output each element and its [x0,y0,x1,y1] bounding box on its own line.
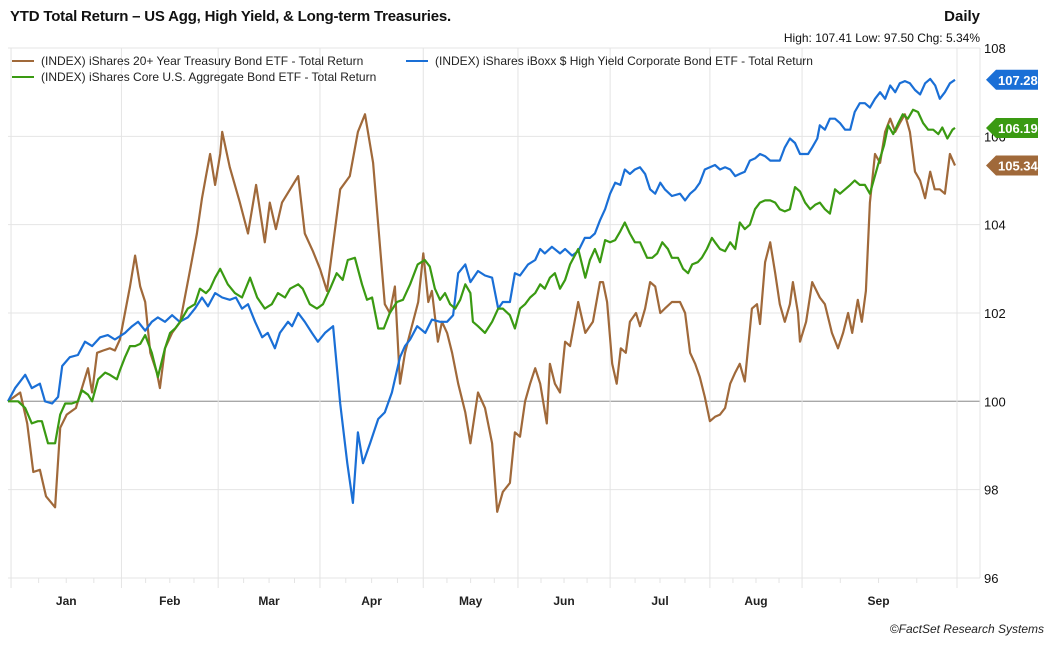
tag-shape [986,155,1038,176]
series-line-treasury [7,113,957,513]
tag-value: 107.28 [998,73,1038,88]
legend-label-aggregate: (INDEX) iShares Core U.S. Aggregate Bond… [41,70,377,84]
legend-item-aggregate[interactable]: (INDEX) iShares Core U.S. Aggregate Bond… [12,70,376,84]
legend-label-treasury: (INDEX) iShares 20+ Year Treasury Bond E… [41,54,364,68]
series-line-high-yield [7,77,956,504]
stats-readout: High: 107.41 Low: 97.50 Chg: 5.34% [783,31,980,45]
frequency-label: Daily [944,8,980,25]
legend-swatch-aggregate [12,76,34,78]
tag-value: 106.19 [998,121,1038,136]
legend-swatch-high-yield [406,60,428,62]
x-tick-label-aug: Aug [744,594,767,608]
y-tick-label: 108 [984,41,1006,56]
legend-item-treasury[interactable]: (INDEX) iShares 20+ Year Treasury Bond E… [12,54,363,68]
x-tick-label-sep: Sep [868,594,890,608]
legend-label-high-yield: (INDEX) iShares iBoxx $ High Yield Corpo… [435,54,813,68]
tag-shape [986,69,1038,90]
x-tick-label-mar: Mar [258,594,280,608]
last-value-tags: 105.34 107.28 106.19 [986,69,1039,176]
chart-title: YTD Total Return – US Agg, High Yield, &… [10,8,451,25]
x-tick-label-may: May [459,594,483,608]
x-tick-label-jan: Jan [56,594,77,608]
series-lines [7,77,957,513]
y-tick-label: 104 [984,218,1006,233]
series-line-aggregate [8,108,956,445]
last-value-tag-aggregate: 106.19 [986,117,1038,138]
x-tick-label-jul: Jul [651,594,668,608]
legend-item-high-yield[interactable]: (INDEX) iShares iBoxx $ High Yield Corpo… [406,54,813,68]
last-value-tag-high-yield: 107.28 [986,69,1038,90]
y-tick-label: 96 [984,571,998,586]
copyright: ©FactSet Research Systems [889,622,1044,636]
y-tick-label: 98 [984,483,998,498]
y-tick-label: 102 [984,306,1006,321]
last-value-tag-treasury: 105.34 [986,155,1039,176]
tag-shape [986,117,1038,138]
x-tick-label-feb: Feb [159,594,180,608]
gridlines [8,47,981,588]
tag-value: 105.34 [998,158,1039,173]
x-tick-label-jun: Jun [553,594,574,608]
legend-swatch-treasury [12,60,34,62]
x-tick-label-apr: Apr [361,594,382,608]
y-tick-label: 100 [984,394,1006,409]
